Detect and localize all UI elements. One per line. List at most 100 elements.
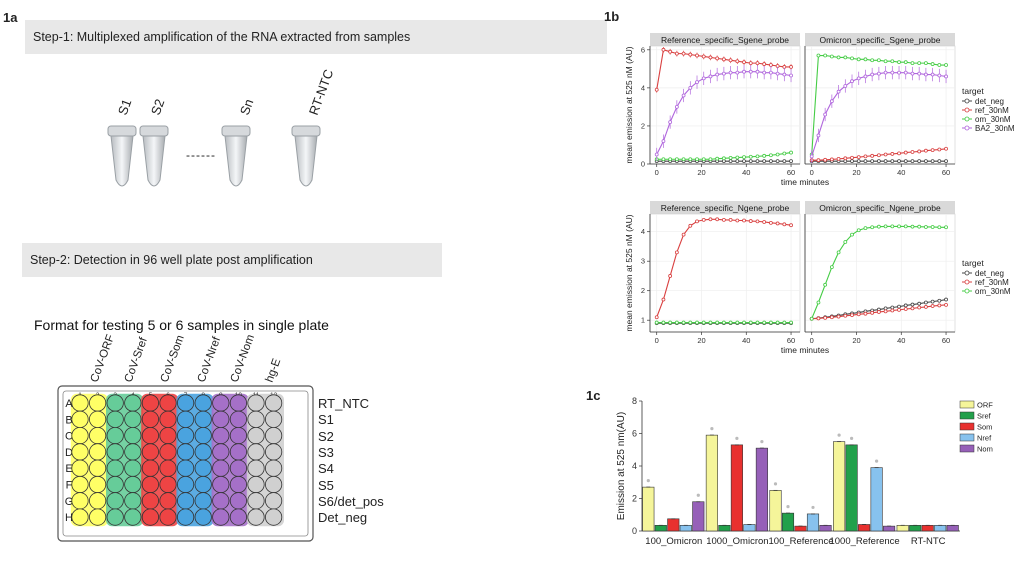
well [229,426,247,445]
data-point [775,320,780,325]
data-point [876,224,881,229]
y-tick-label: 2 [641,121,645,130]
data-point [755,219,760,224]
well [265,394,283,412]
sample-label: S3 [318,444,334,460]
data-point [715,72,720,77]
data-point [883,70,888,75]
well [71,508,89,526]
data-point [654,87,659,92]
data-point [923,61,928,66]
well [229,508,247,526]
data-point [668,320,673,325]
data-point [823,282,828,287]
legend-swatch-point [964,270,970,276]
data-point [843,156,848,161]
data-point [762,62,767,66]
data-point [721,71,726,76]
well [124,508,142,526]
y-tick-label: 2 [632,494,637,504]
data-point [897,307,901,312]
data-point [742,218,746,223]
data-point [748,69,753,74]
data-point [937,303,942,308]
data-point [850,313,854,318]
replicate-dot [773,482,778,486]
data-point [762,159,767,164]
well [247,459,265,477]
well [265,475,283,494]
data-point [903,70,908,75]
data-point [755,69,760,74]
well [177,459,195,477]
x-tick-label: 20 [852,336,860,345]
category-label: 1000_Reference [829,536,899,547]
data-point [735,155,740,160]
data-point [701,76,706,81]
y-axis-title: Emission at 525 nm(AU) [616,412,627,520]
replicate-dot [760,440,764,444]
bar-Sref [909,525,922,532]
well [212,410,230,428]
data-point [903,307,908,311]
bar-Nref [934,525,947,532]
data-point [850,155,854,160]
well [124,475,142,494]
data-point [944,297,948,302]
data-point [930,159,935,164]
data-point [923,305,928,309]
legend-entry: BA2_30nM [975,124,1015,133]
data-point [681,157,686,162]
data-point [843,55,848,60]
well [71,410,89,428]
data-point [897,70,901,75]
x-tick-label: 60 [942,336,950,345]
data-point [735,218,740,223]
data-point [850,56,854,61]
data-point [937,73,942,78]
data-point [836,250,841,255]
y-tick-label: 0 [641,160,645,169]
well [247,508,265,526]
well [265,426,283,445]
data-point [782,159,787,164]
data-point [721,156,726,161]
sample-label: Det_neg [318,510,368,526]
data-point [917,149,922,154]
col-label-cov-orf: CoV-ORF [88,333,118,384]
legend-entry: Sref [977,412,992,421]
data-point [661,157,666,162]
well [194,394,212,412]
well [159,443,177,461]
data-point [681,232,686,237]
x-tick-label: 40 [897,168,905,177]
data-point [789,320,793,325]
data-point [816,300,821,305]
facet-panel: Omicron_specific_Sgene_probe 0 20 40 60 [804,33,956,177]
plate-title: Format for testing 5 or 6 samples in sin… [34,317,329,333]
step1-banner: Step-1: Multiplexed amplification of the… [25,20,607,54]
well [141,459,160,477]
facet-strip [650,201,800,214]
y-axis-title: mean emission at 525 nM (AU) [624,214,634,331]
data-point [782,222,787,227]
well [141,475,160,494]
data-point [930,72,935,77]
tubes-illustration [107,125,321,187]
well [194,459,212,477]
data-point [708,157,713,162]
data-point [870,58,875,63]
y-tick-label: 4 [641,83,645,92]
sample-label: S1 [318,412,334,428]
col-label-cov-sref: CoV-Sref [122,336,150,384]
data-point [856,312,861,317]
data-point [876,159,881,164]
y-tick-label: 4 [641,227,645,236]
replicate-dot [646,479,650,483]
well [247,443,265,461]
replicate-dot [786,505,790,509]
category-label: 1000_Omicron [706,536,768,547]
x-axis-title: time minutes [781,177,829,187]
data-point [728,217,733,222]
data-point [903,150,908,155]
